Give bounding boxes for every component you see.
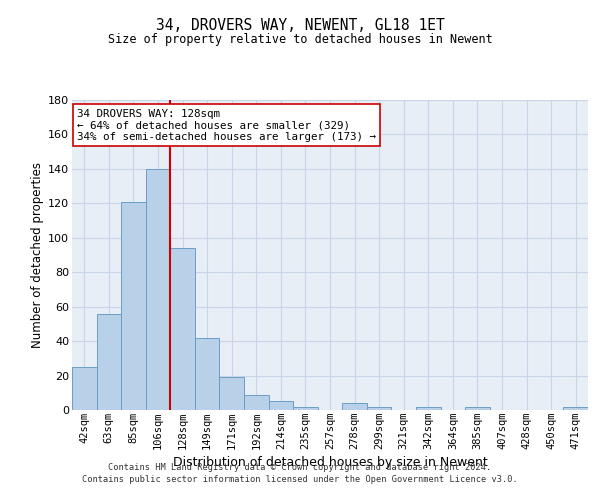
Bar (244, 394, 269, 410)
X-axis label: Distribution of detached houses by size in Newent: Distribution of detached houses by size … (173, 456, 487, 469)
Bar (72, 367, 97, 410)
Bar (563, 406, 588, 410)
Bar (121, 202, 146, 410)
Text: Contains public sector information licensed under the Open Government Licence v3: Contains public sector information licen… (82, 474, 518, 484)
Bar (170, 248, 195, 410)
Bar (416, 406, 440, 410)
Bar (465, 406, 490, 410)
Y-axis label: Number of detached properties: Number of detached properties (31, 162, 44, 348)
Bar (220, 378, 244, 410)
Text: 34 DROVERS WAY: 128sqm
← 64% of detached houses are smaller (329)
34% of semi-de: 34 DROVERS WAY: 128sqm ← 64% of detached… (77, 108, 376, 142)
Bar (146, 169, 170, 410)
Bar (97, 314, 121, 410)
Bar (269, 402, 293, 410)
Text: 34, DROVERS WAY, NEWENT, GL18 1ET: 34, DROVERS WAY, NEWENT, GL18 1ET (155, 18, 445, 32)
Bar (367, 406, 391, 410)
Bar (342, 403, 367, 410)
Text: Contains HM Land Registry data © Crown copyright and database right 2024.: Contains HM Land Registry data © Crown c… (109, 464, 491, 472)
Text: Size of property relative to detached houses in Newent: Size of property relative to detached ho… (107, 32, 493, 46)
Bar (293, 406, 318, 410)
Bar (195, 338, 220, 410)
